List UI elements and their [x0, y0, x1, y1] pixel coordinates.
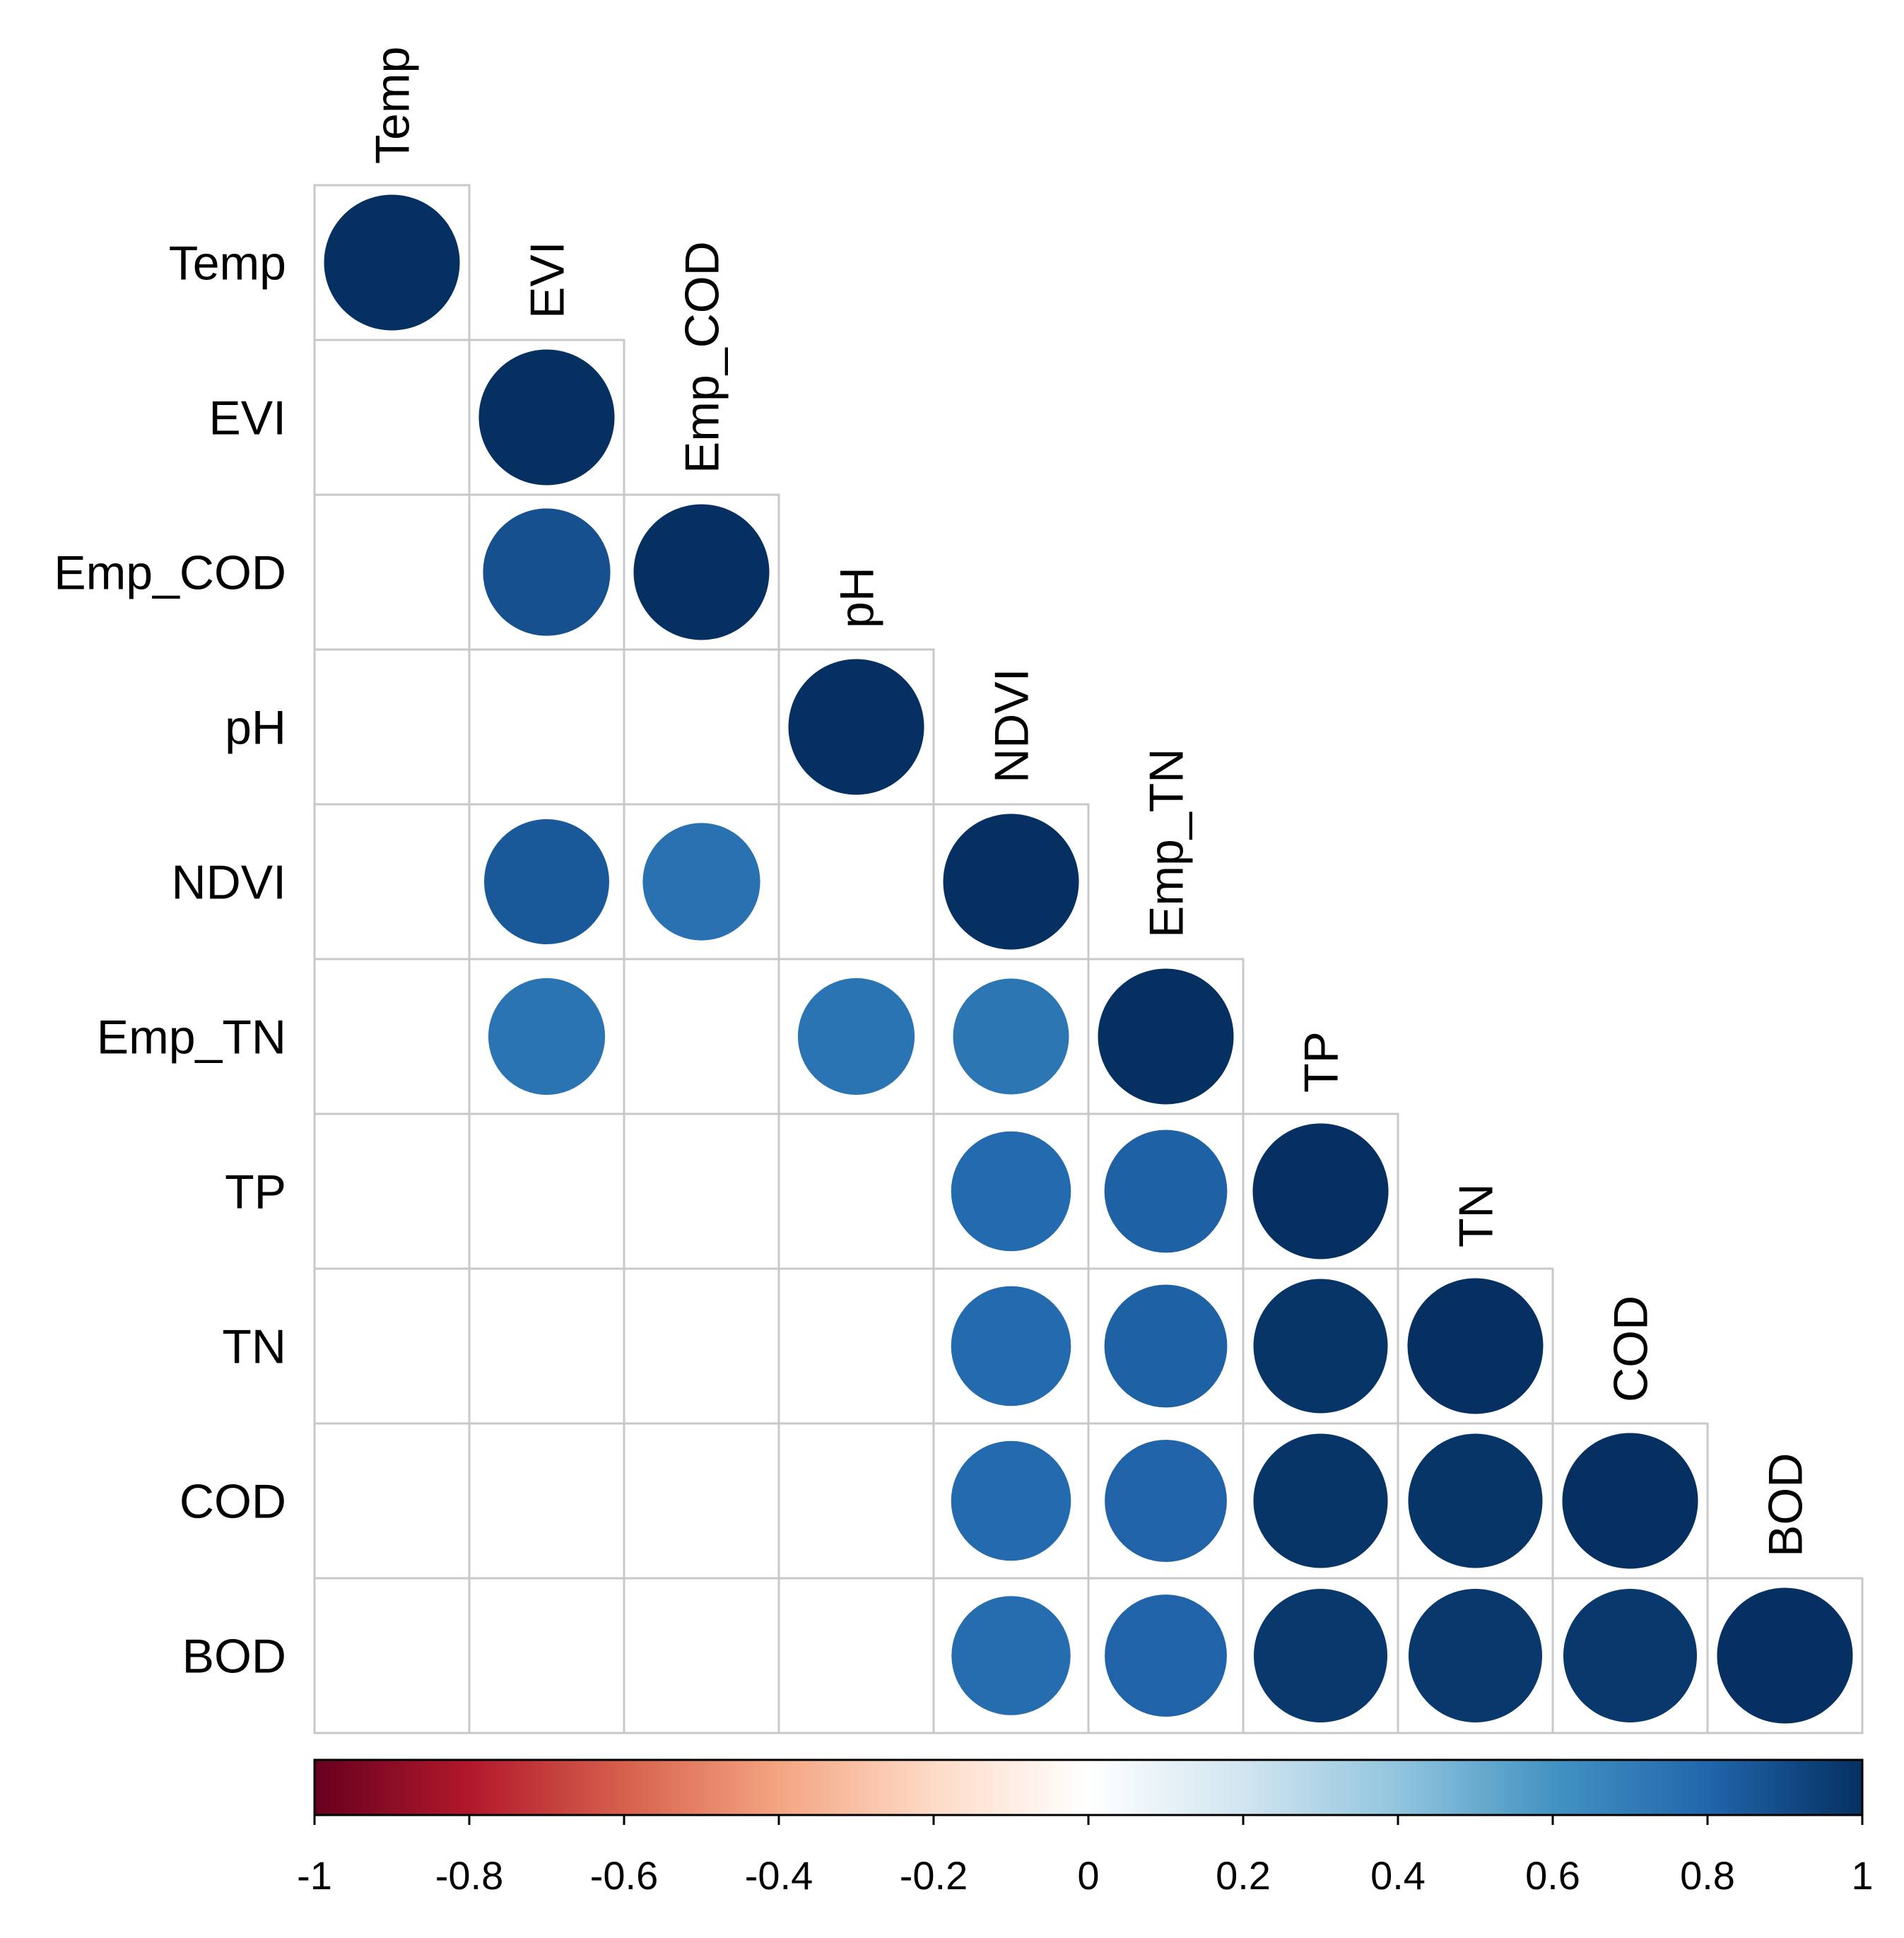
- corr-circle-TN-NDVI: [951, 1286, 1071, 1406]
- row-label: BOD: [182, 1630, 286, 1684]
- grid-cell: [313, 339, 471, 496]
- grid-cell: [313, 1267, 471, 1425]
- corr-circle-BOD-NDVI: [951, 1596, 1071, 1715]
- grid-cell: [313, 803, 471, 961]
- grid-cell: [313, 1112, 471, 1270]
- row-label: EVI: [208, 392, 286, 445]
- grid-cell: [777, 1577, 935, 1734]
- row-label: NDVI: [172, 856, 286, 910]
- corr-circle-TN-TN: [1407, 1278, 1544, 1414]
- corr-circle-TP-Emp_TN: [1104, 1129, 1228, 1253]
- grid-cell: [468, 1577, 625, 1734]
- column-label: Emp_COD: [676, 241, 729, 474]
- colorbar-tick-label: 0.6: [1525, 1853, 1580, 1898]
- corr-circle-BOD-COD: [1563, 1589, 1697, 1722]
- colorbar-tick-label: -1: [297, 1853, 332, 1898]
- corr-circle-COD-NDVI: [951, 1440, 1071, 1561]
- corr-circle-Emp_TN-NDVI: [953, 978, 1069, 1095]
- colorbar-tick-label: 0.8: [1680, 1853, 1735, 1898]
- column-label: NDVI: [985, 669, 1039, 783]
- column-label: COD: [1604, 1296, 1658, 1402]
- colorbar-tick-label: 0.2: [1216, 1853, 1271, 1898]
- corr-circle-NDVI-EVI: [484, 819, 609, 944]
- grid-cell: [313, 958, 471, 1115]
- grid-cell: [623, 648, 780, 806]
- colorbar-tick-label: -0.2: [900, 1853, 968, 1898]
- colorbar: -1 -0.8 -0.6 -0.4 -0.2 0 0.2 0.4 0.6 0.8 1: [297, 1758, 1874, 1898]
- column-label: EVI: [521, 241, 575, 319]
- colorbar-tick-label: 0.4: [1370, 1853, 1426, 1898]
- column-label: TP: [1295, 1031, 1348, 1093]
- corr-circle-TP-TP: [1252, 1123, 1389, 1259]
- corr-circle-TN-TP: [1253, 1279, 1388, 1414]
- corr-circle-COD-Emp_TN: [1105, 1440, 1227, 1562]
- row-label: Emp_TN: [97, 1011, 286, 1064]
- grid-cell: [777, 1267, 935, 1425]
- grid-cell: [313, 493, 471, 651]
- corr-circle-Emp_COD-Emp_COD: [633, 504, 770, 640]
- grid-cell: [468, 1422, 625, 1580]
- label-layer: Temp EVI Emp_COD pH NDVI Emp_TN TP TN COD BOD Temp…: [54, 47, 1812, 1684]
- corr-circle-Temp-Temp: [324, 194, 460, 331]
- row-label: Temp: [169, 237, 286, 290]
- corr-circle-COD-COD: [1562, 1433, 1698, 1569]
- row-label: Emp_COD: [54, 546, 286, 600]
- circle-layer: [324, 194, 1853, 1724]
- corr-circle-BOD-TN: [1409, 1589, 1542, 1722]
- row-label: TP: [225, 1165, 286, 1219]
- corr-circle-Emp_TN-Emp_TN: [1098, 968, 1234, 1105]
- grid-cell: [777, 1422, 935, 1580]
- grid-cell: [468, 1112, 625, 1270]
- colorbar-gradient: [313, 1758, 1864, 1816]
- corr-circle-Emp_COD-EVI: [483, 508, 611, 636]
- corr-circle-pH-pH: [788, 659, 924, 795]
- corr-circle-TN-Emp_TN: [1104, 1284, 1228, 1408]
- grid-cell: [468, 648, 625, 806]
- row-label: TN: [222, 1320, 286, 1374]
- row-label: COD: [180, 1475, 286, 1529]
- corr-circle-COD-TP: [1253, 1433, 1388, 1568]
- grid-layer: [313, 184, 1864, 1734]
- colorbar-tick-label: -0.6: [590, 1853, 659, 1898]
- grid-cell: [777, 803, 935, 961]
- row-label: pH: [225, 701, 286, 755]
- grid-cell: [623, 958, 780, 1115]
- grid-cell: [1706, 1577, 1864, 1734]
- column-label: BOD: [1759, 1453, 1813, 1557]
- corr-circle-Emp_TN-EVI: [488, 977, 606, 1096]
- corr-circle-BOD-BOD: [1717, 1587, 1853, 1724]
- grid-cell: [623, 1267, 780, 1425]
- colorbar-tick-label: 1: [1851, 1853, 1873, 1898]
- column-label: TN: [1450, 1183, 1503, 1247]
- colorbar-tick-label: -0.4: [745, 1853, 813, 1898]
- corr-circle-TP-NDVI: [951, 1131, 1071, 1252]
- colorbar-tick-label: 0: [1077, 1853, 1099, 1898]
- grid-cell: [623, 1422, 780, 1580]
- grid-cell: [313, 1422, 471, 1580]
- grid-cell: [777, 1112, 935, 1270]
- colorbar-tick-label: -0.8: [435, 1853, 504, 1898]
- column-label: Emp_TN: [1140, 748, 1194, 938]
- corr-circle-BOD-TP: [1254, 1589, 1387, 1722]
- corr-circle-NDVI-Emp_COD: [642, 823, 760, 941]
- corr-circle-BOD-Emp_TN: [1105, 1595, 1227, 1717]
- corr-circle-EVI-EVI: [478, 349, 615, 486]
- grid-cell: [313, 648, 471, 806]
- column-label: Temp: [366, 47, 420, 164]
- corr-circle-COD-TN: [1408, 1433, 1543, 1568]
- grid-cell: [623, 1577, 780, 1734]
- grid-cell: [468, 1267, 625, 1425]
- corr-circle-Emp_TN-pH: [797, 977, 915, 1096]
- grid-cell: [623, 1112, 780, 1270]
- column-label: pH: [830, 567, 884, 628]
- grid-cell: [313, 1577, 471, 1734]
- corr-circle-NDVI-NDVI: [943, 814, 1079, 950]
